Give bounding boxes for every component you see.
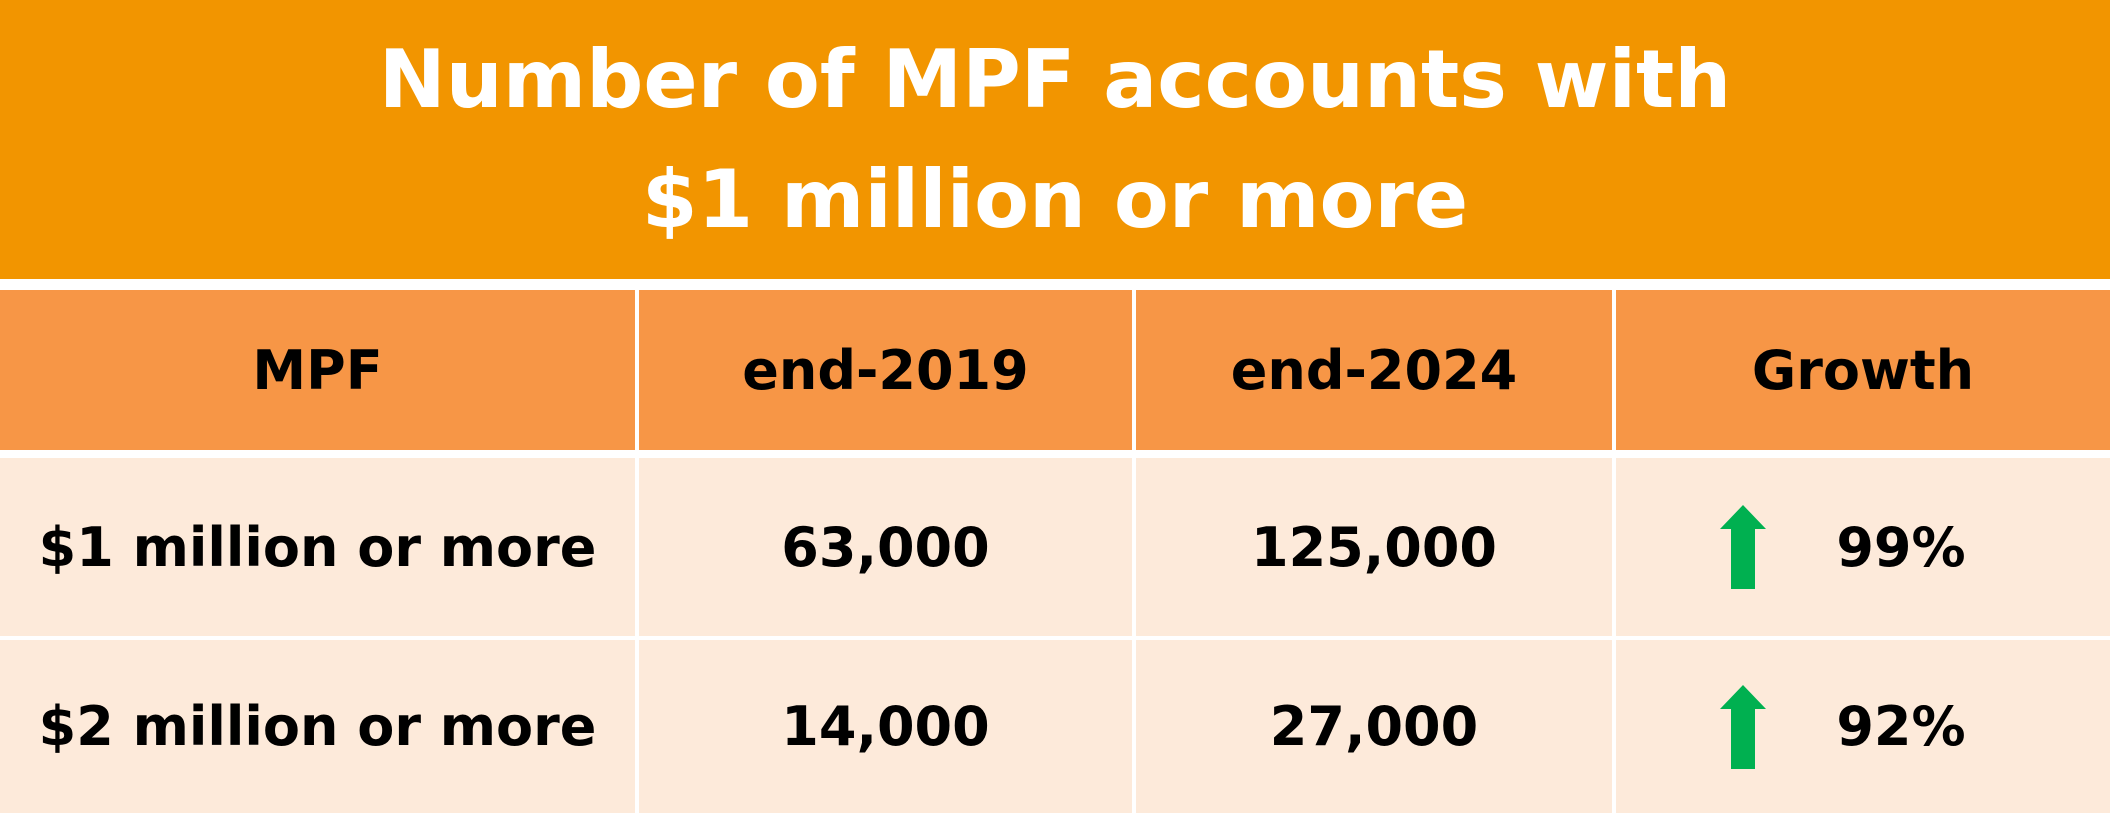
table-row: $1 million or more 63,000 125,000 99% (0, 454, 2110, 640)
cell-growth: 99% (1614, 454, 2110, 640)
growth-value: 92% (1836, 695, 1966, 758)
chart-title-line-2: $1 million or more (641, 152, 1469, 246)
chart-title-line-1: Number of MPF accounts with (378, 32, 1732, 126)
column-header-end-2019: end-2019 (637, 290, 1136, 458)
mpf-accounts-table: MPF end-2019 end-2024 Growth $1 million … (0, 290, 2110, 813)
column-header-end-2024: end-2024 (1134, 290, 1616, 458)
cell-end-2019: 63,000 (637, 454, 1136, 640)
title-banner: Number of MPF accounts with $1 million o… (0, 0, 2110, 279)
cell-end-2024: 27,000 (1134, 638, 1616, 813)
cell-growth: 92% (1614, 638, 2110, 813)
cell-end-2019: 14,000 (637, 638, 1136, 813)
table-row: $2 million or more 14,000 27,000 92% (0, 638, 2110, 813)
table-header-row: MPF end-2019 end-2024 Growth (0, 290, 2110, 458)
row-label: $1 million or more (0, 454, 639, 640)
up-arrow-icon (1720, 505, 1767, 589)
growth-content: 99% (1616, 505, 2110, 589)
column-header-mpf: MPF (0, 290, 639, 458)
column-header-growth: Growth (1614, 290, 2110, 458)
row-label: $2 million or more (0, 638, 639, 813)
cell-end-2024: 125,000 (1134, 454, 1616, 640)
growth-content: 92% (1616, 684, 2110, 769)
up-arrow-icon (1720, 684, 1767, 769)
growth-value: 99% (1836, 515, 1966, 579)
